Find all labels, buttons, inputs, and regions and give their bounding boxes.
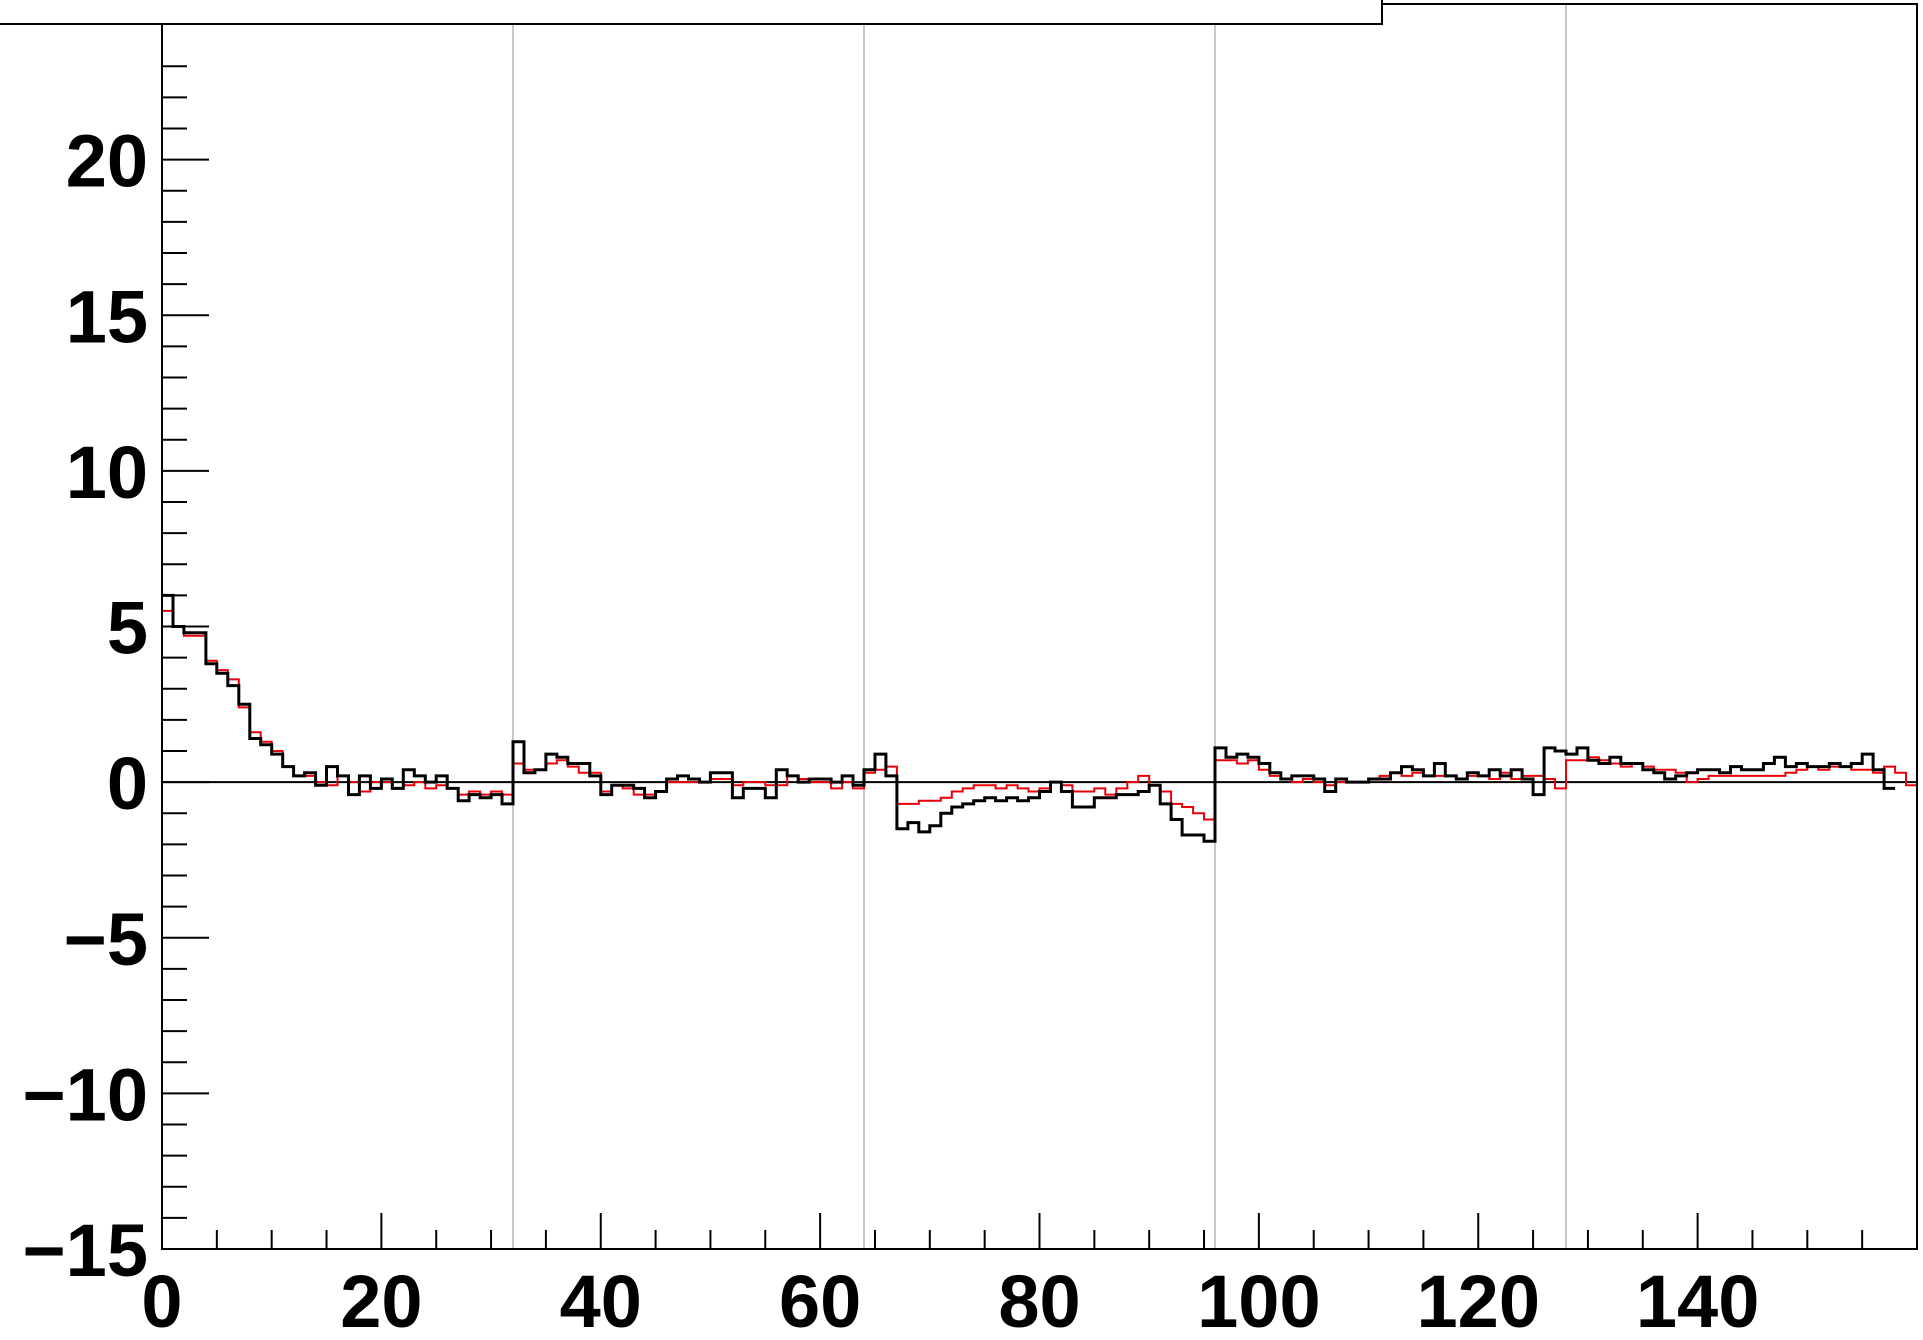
y-tick-label: 0 [107,742,148,825]
axis-ticks [161,65,1864,1250]
y-tick-label: 10 [66,431,148,514]
series-1-step-line [162,609,1917,821]
x-tick-label: 20 [340,1260,422,1340]
y-tick-label: −15 [22,1209,148,1292]
x-tick-label: 60 [779,1260,861,1340]
legend-box [0,0,1383,25]
y-tick-label: −10 [22,1053,148,1136]
y-tick-label: 5 [107,587,148,670]
x-tick-label: 0 [141,1260,182,1340]
vertical-gridlines [512,4,1567,1249]
x-tick-label: 80 [998,1260,1080,1340]
x-tick-label: 40 [560,1260,642,1340]
series-2-step-line [162,593,1896,843]
y-tick-label: 15 [66,275,148,358]
y-tick-labels: −15 −10 −5 0 5 10 15 20 [22,120,148,1292]
x-tick-label: 140 [1636,1260,1759,1340]
y-tick-label: −5 [64,898,148,981]
x-tick-label: 100 [1197,1260,1320,1340]
x-tick-label: 120 [1417,1260,1540,1340]
series-layer [162,593,1917,843]
y-tick-label: 20 [66,120,148,203]
x-tick-labels: 0 20 40 60 80 100 120 140 [141,1260,1759,1340]
